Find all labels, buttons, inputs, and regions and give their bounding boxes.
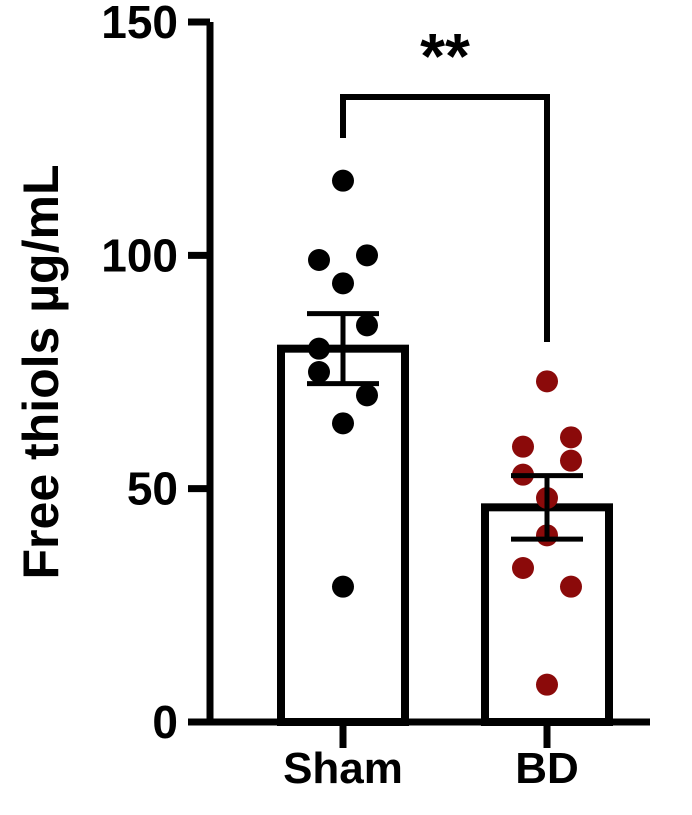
point-sham-1 [332, 169, 354, 192]
point-sham-2 [308, 249, 330, 271]
y-tick-label-50: 50 [127, 463, 178, 515]
x-tick-label-bd: BD [515, 744, 579, 793]
point-bd-2 [512, 435, 534, 458]
y-tick-label-100: 100 [101, 229, 178, 281]
point-sham-4 [332, 272, 354, 295]
data-points [308, 169, 582, 696]
point-sham-3 [356, 244, 378, 267]
point-sham-7 [308, 361, 330, 383]
bars [277, 344, 613, 727]
significance-line [340, 94, 550, 342]
point-bd-10 [536, 673, 558, 696]
point-sham-9 [332, 412, 354, 435]
point-bd-5 [560, 449, 582, 472]
point-sham-5 [308, 337, 330, 360]
significance-label: ** [420, 20, 470, 92]
y-axis-title: Free thiols µg/mL [13, 165, 69, 580]
y-tick-label-0: 0 [152, 696, 178, 748]
error-bars [307, 311, 583, 542]
point-bd-3 [560, 426, 582, 449]
point-bd-1 [536, 370, 558, 393]
x-tick-label-sham: Sham [283, 744, 403, 793]
point-bd-9 [560, 575, 582, 598]
point-sham-8 [356, 384, 378, 407]
significance-bracket: ** [340, 20, 550, 342]
point-sham-10 [332, 575, 354, 598]
axes: 0 50 100 150 Sham BD [101, 0, 650, 793]
point-bd-8 [512, 557, 534, 579]
point-sham-6 [356, 314, 378, 337]
y-tick-label-150: 150 [101, 0, 178, 48]
bar-sham [277, 344, 409, 726]
